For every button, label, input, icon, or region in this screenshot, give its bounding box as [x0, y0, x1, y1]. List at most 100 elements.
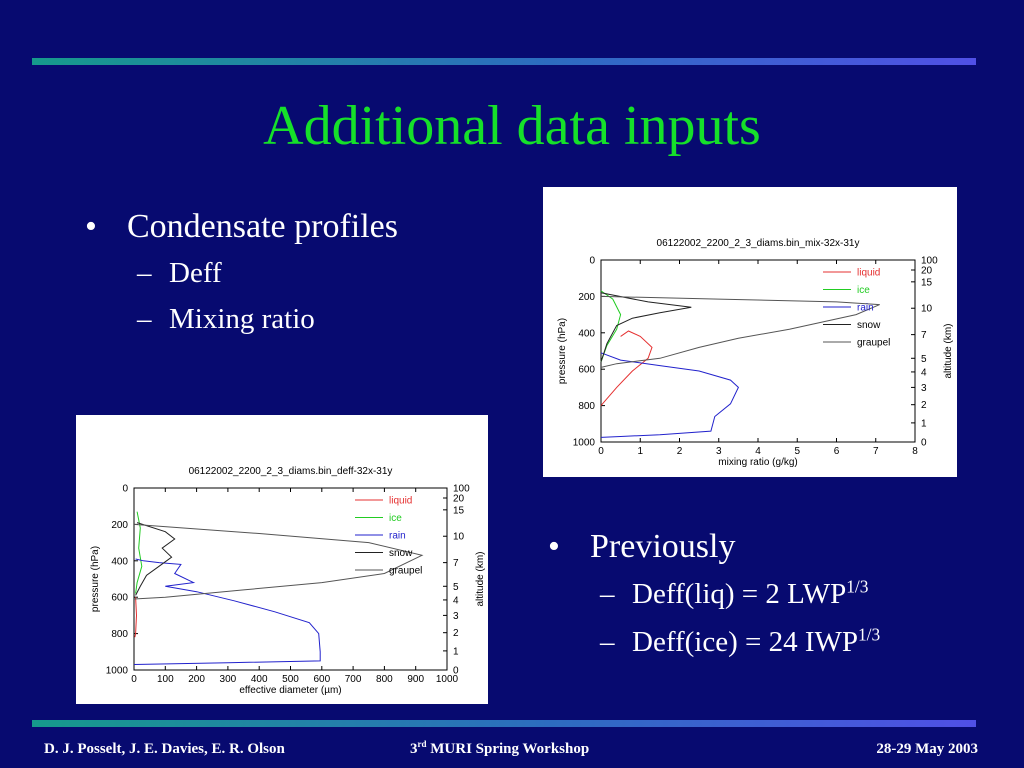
- y2-tick-label: 100: [921, 256, 938, 267]
- y2-tick-label: 20: [453, 494, 465, 505]
- x-tick-label: 1: [637, 446, 643, 457]
- y-tick-label: 200: [578, 292, 595, 303]
- y2-tick-label: 2: [453, 628, 459, 639]
- y-tick-label: 600: [111, 593, 128, 604]
- subbullet-text: Deff: [169, 257, 222, 289]
- y2-tick-label: 1: [453, 646, 459, 657]
- series-line-graupel: [600, 295, 880, 368]
- x-tick-label: 900: [407, 674, 424, 685]
- x-axis-label: effective diameter (µm): [239, 685, 341, 696]
- series-line-rain: [600, 352, 740, 438]
- footer-workshop: 3rd MURI Spring Workshop: [410, 739, 589, 758]
- y2-tick-label: 4: [453, 595, 459, 606]
- chart-title: 06122002_2200_2_3_diams.bin_mix-32x-31y: [657, 238, 860, 249]
- legend-label-rain: rain: [389, 531, 406, 542]
- y-tick-label: 0: [122, 484, 128, 495]
- x-tick-label: 1000: [436, 674, 459, 685]
- y-tick-label: 400: [111, 556, 128, 567]
- left-bullet-list: • Condensate profiles – Deff – Mixing ra…: [85, 204, 485, 342]
- legend-label-graupel: graupel: [389, 566, 422, 577]
- y2-tick-label: 7: [453, 558, 459, 569]
- x-tick-label: 700: [345, 674, 362, 685]
- top-divider-bar: [32, 58, 976, 65]
- y-tick-label: 200: [111, 520, 128, 531]
- dash-icon: –: [600, 578, 615, 610]
- effective-diameter-chart-svg: 06122002_2200_2_3_diams.bin_deff-32x-31y…: [90, 466, 486, 696]
- subbullet-deff-ice: – Deff(ice) = 24 IWP1/3: [548, 618, 988, 666]
- y2-tick-label: 2: [921, 400, 927, 411]
- y2-tick-label: 0: [921, 438, 927, 449]
- x-tick-label: 500: [282, 674, 299, 685]
- x-tick-label: 800: [376, 674, 393, 685]
- subbullet-deff-liq: – Deff(liq) = 2 LWP1/3: [548, 570, 988, 618]
- y2-tick-label: 10: [453, 532, 465, 543]
- bullet-icon: •: [548, 528, 560, 565]
- x-axis-label: mixing ratio (g/kg): [718, 457, 797, 468]
- bullet-condensate-profiles: • Condensate profiles: [85, 204, 485, 250]
- y2-tick-label: 0: [453, 666, 459, 677]
- series-line-snow: [135, 522, 176, 596]
- legend-label-snow: snow: [857, 320, 881, 331]
- legend-label-snow: snow: [389, 548, 413, 559]
- x-tick-label: 6: [834, 446, 840, 457]
- x-tick-label: 3: [716, 446, 722, 457]
- y2-tick-label: 5: [921, 354, 927, 365]
- y2-tick-label: 3: [453, 611, 459, 622]
- legend-label-ice: ice: [857, 285, 870, 296]
- workshop-ordinal: rd: [417, 739, 427, 749]
- legend-label-liquid: liquid: [389, 496, 412, 507]
- y-axis-label: pressure (hPa): [90, 546, 101, 612]
- y-tick-label: 600: [578, 365, 595, 376]
- legend-label-graupel: graupel: [857, 338, 890, 349]
- formula-text: Deff(ice) = 24 IWP: [632, 626, 858, 658]
- x-tick-label: 4: [755, 446, 761, 457]
- y2-tick-label: 15: [453, 505, 465, 516]
- slide-title: Additional data inputs: [263, 95, 761, 157]
- bullet-text: Condensate profiles: [127, 208, 398, 245]
- dash-icon: –: [137, 257, 152, 289]
- workshop-number: 3: [410, 741, 418, 757]
- formula-exponent: 1/3: [846, 576, 869, 597]
- x-tick-label: 0: [131, 674, 137, 685]
- series-line-rain: [133, 558, 321, 665]
- x-tick-label: 300: [220, 674, 237, 685]
- y2-axis-label: altitude (km): [943, 323, 954, 378]
- y2-tick-label: 1: [921, 418, 927, 429]
- y-tick-label: 800: [111, 629, 128, 640]
- right-bullet-list: • Previously – Deff(liq) = 2 LWP1/3 – De…: [548, 524, 988, 666]
- series-line-liquid: [600, 330, 653, 406]
- subbullet-deff: – Deff: [85, 250, 485, 296]
- y2-tick-label: 10: [921, 304, 933, 315]
- y-tick-label: 0: [589, 256, 595, 267]
- x-tick-label: 7: [873, 446, 879, 457]
- x-tick-label: 5: [794, 446, 800, 457]
- x-tick-label: 0: [598, 446, 604, 457]
- y2-tick-label: 4: [921, 367, 927, 378]
- x-tick-label: 400: [251, 674, 268, 685]
- x-tick-label: 8: [912, 446, 918, 457]
- y2-tick-label: 15: [921, 277, 933, 288]
- x-tick-label: 600: [313, 674, 330, 685]
- legend-label-liquid: liquid: [857, 268, 880, 279]
- y-tick-label: 800: [578, 401, 595, 412]
- bullet-text: Previously: [590, 528, 736, 565]
- bullet-previously: • Previously: [548, 524, 988, 570]
- subbullet-mixing-ratio: – Mixing ratio: [85, 296, 485, 342]
- effective-diameter-chart: 06122002_2200_2_3_diams.bin_deff-32x-31y…: [76, 415, 488, 704]
- legend-label-rain: rain: [857, 303, 874, 314]
- formula-text: Deff(liq) = 2 LWP: [632, 578, 847, 610]
- subbullet-text: Mixing ratio: [169, 303, 315, 335]
- y2-tick-label: 5: [453, 582, 459, 593]
- footer-date: 28-29 May 2003: [876, 741, 978, 757]
- y-tick-label: 1000: [106, 666, 129, 677]
- series-line-snow: [600, 292, 692, 363]
- dash-icon: –: [600, 626, 615, 658]
- bullet-icon: •: [85, 208, 97, 245]
- legend-label-ice: ice: [389, 513, 402, 524]
- y2-tick-label: 20: [921, 266, 933, 277]
- formula-exponent: 1/3: [857, 624, 881, 645]
- series-line-graupel: [133, 523, 424, 600]
- y2-tick-label: 3: [921, 383, 927, 394]
- x-tick-label: 100: [157, 674, 174, 685]
- chart-title: 06122002_2200_2_3_diams.bin_deff-32x-31y: [189, 466, 393, 477]
